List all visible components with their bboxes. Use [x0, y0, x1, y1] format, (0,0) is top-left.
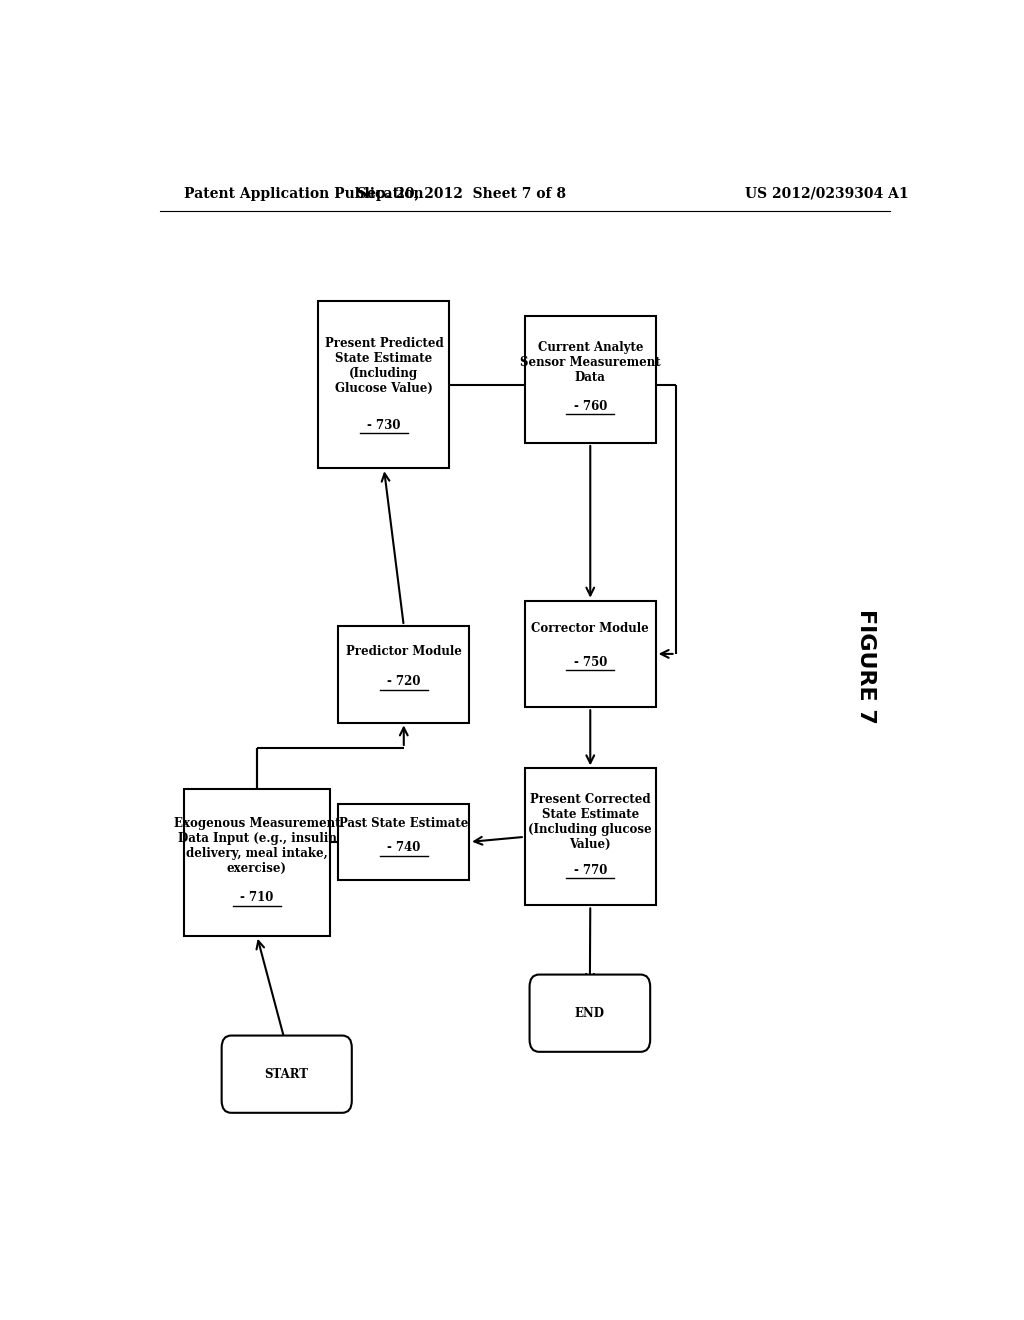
- Text: Present Predicted
State Estimate
(Including
Glucose Value): Present Predicted State Estimate (Includ…: [325, 337, 443, 395]
- Text: Current Analyte
Sensor Measurement
Data: Current Analyte Sensor Measurement Data: [520, 341, 660, 384]
- Text: Exogenous Measurement
Data Input (e.g., insulin
delivery, meal intake,
exercise): Exogenous Measurement Data Input (e.g., …: [174, 817, 340, 875]
- FancyBboxPatch shape: [221, 1036, 352, 1113]
- Text: - 730: - 730: [368, 418, 400, 432]
- Text: US 2012/0239304 A1: US 2012/0239304 A1: [744, 187, 908, 201]
- Text: - 710: - 710: [241, 891, 273, 904]
- FancyBboxPatch shape: [524, 315, 655, 444]
- Text: Present Corrected
State Estimate
(Including glucose
Value): Present Corrected State Estimate (Includ…: [528, 793, 652, 851]
- FancyBboxPatch shape: [524, 768, 655, 906]
- Text: FIGURE 7: FIGURE 7: [856, 609, 877, 725]
- FancyBboxPatch shape: [183, 788, 331, 936]
- FancyBboxPatch shape: [338, 804, 469, 880]
- Text: - 720: - 720: [387, 675, 421, 688]
- Text: - 760: - 760: [573, 400, 607, 413]
- FancyBboxPatch shape: [524, 601, 655, 708]
- FancyBboxPatch shape: [529, 974, 650, 1052]
- FancyBboxPatch shape: [318, 301, 450, 469]
- Text: - 740: - 740: [387, 841, 421, 854]
- Text: Corrector Module: Corrector Module: [531, 622, 649, 635]
- Text: Patent Application Publication: Patent Application Publication: [183, 187, 423, 201]
- Text: Sep. 20, 2012  Sheet 7 of 8: Sep. 20, 2012 Sheet 7 of 8: [356, 187, 566, 201]
- Text: - 770: - 770: [573, 863, 607, 876]
- Text: Predictor Module: Predictor Module: [346, 644, 462, 657]
- Text: - 750: - 750: [573, 656, 607, 668]
- Text: END: END: [574, 1007, 605, 1019]
- Text: Past State Estimate: Past State Estimate: [339, 817, 468, 830]
- Text: START: START: [265, 1068, 308, 1081]
- FancyBboxPatch shape: [338, 626, 469, 722]
